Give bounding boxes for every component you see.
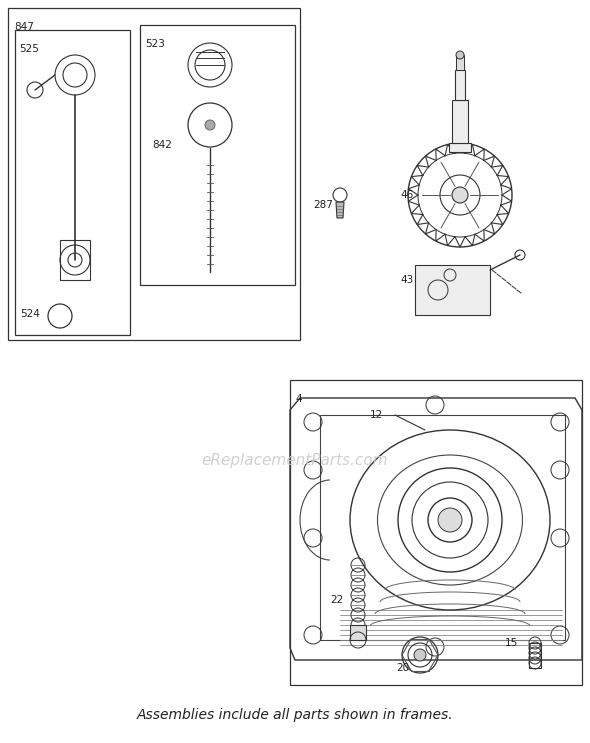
Polygon shape — [456, 55, 464, 70]
Bar — [8, 8, 300, 340]
Text: 15: 15 — [505, 638, 518, 648]
Polygon shape — [415, 265, 490, 315]
Text: 4: 4 — [295, 394, 301, 404]
Text: 287: 287 — [313, 200, 333, 210]
Text: 524: 524 — [20, 309, 40, 319]
Circle shape — [438, 508, 462, 532]
Text: 22: 22 — [330, 595, 343, 605]
Text: 842: 842 — [152, 140, 172, 150]
Text: 12: 12 — [370, 410, 384, 420]
Polygon shape — [455, 70, 465, 100]
Text: 46: 46 — [400, 190, 413, 200]
Bar — [15, 30, 130, 335]
Text: eReplacementParts.com: eReplacementParts.com — [202, 452, 388, 467]
Polygon shape — [336, 202, 344, 218]
Circle shape — [452, 187, 468, 203]
Bar — [140, 25, 295, 285]
Text: 525: 525 — [19, 44, 39, 54]
Circle shape — [414, 649, 426, 661]
Circle shape — [456, 51, 464, 59]
Polygon shape — [350, 625, 366, 640]
Text: 43: 43 — [400, 275, 413, 285]
Polygon shape — [452, 100, 468, 143]
Text: 20: 20 — [396, 663, 409, 673]
Polygon shape — [449, 143, 471, 152]
Bar — [290, 380, 582, 685]
Text: 523: 523 — [145, 39, 165, 49]
Text: Assemblies include all parts shown in frames.: Assemblies include all parts shown in fr… — [137, 708, 453, 722]
Circle shape — [205, 120, 215, 130]
Text: 847: 847 — [14, 22, 34, 32]
